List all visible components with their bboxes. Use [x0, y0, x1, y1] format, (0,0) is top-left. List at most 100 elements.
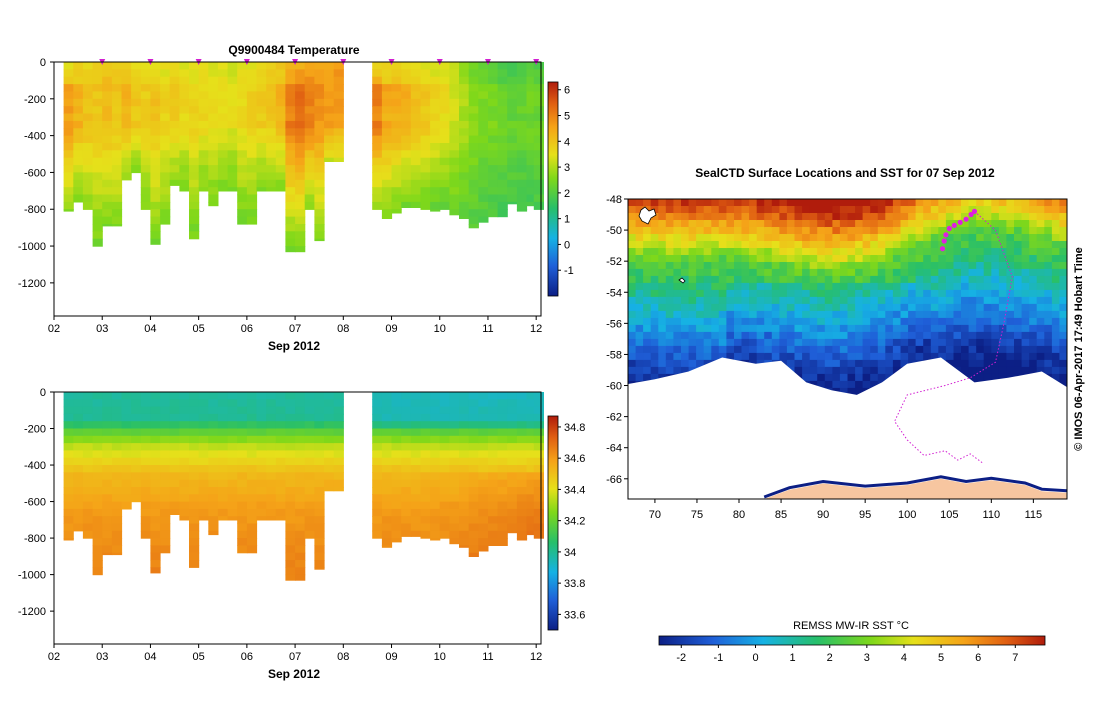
temperature-cell — [468, 209, 479, 218]
sst-cell — [877, 345, 886, 354]
sst-cell — [817, 268, 826, 277]
sst-cell — [923, 227, 932, 235]
temperature-cell — [179, 135, 190, 144]
salinity-cell — [304, 465, 315, 473]
salinity-cell — [82, 516, 94, 525]
salinity-cell — [131, 494, 142, 503]
sst-cell — [839, 352, 849, 361]
sst-cell — [786, 248, 796, 256]
sst-cell — [877, 289, 886, 298]
temperature-cell — [256, 113, 267, 122]
sst-cell — [968, 317, 977, 326]
temperature-cell — [150, 216, 161, 225]
sst-cell — [855, 380, 864, 389]
sst-cell — [681, 317, 690, 326]
temperature-cell — [217, 120, 229, 129]
seal-location-point — [971, 208, 978, 214]
temperature-cell — [208, 69, 219, 78]
sst-cell — [945, 275, 955, 284]
temperature-cell — [160, 135, 171, 144]
sst-cell — [976, 359, 985, 368]
temperature-cell — [401, 106, 412, 115]
salinity-cell — [381, 538, 393, 546]
temperature-cell — [410, 106, 421, 115]
sst-cell — [628, 234, 637, 242]
salinity-cell — [111, 435, 123, 444]
sst-cell — [930, 262, 939, 270]
sst-cell — [1044, 234, 1053, 242]
temperature-cell — [140, 201, 151, 210]
temperature-cell — [430, 157, 441, 166]
salinity-cell — [73, 406, 84, 415]
sst-cell — [923, 324, 932, 333]
sst-cell — [703, 206, 712, 214]
temperature-cell — [372, 62, 383, 70]
salinity-cell — [198, 501, 209, 510]
sst-cell — [681, 282, 690, 291]
temperature-cell — [295, 62, 306, 70]
salinity-cell — [131, 465, 142, 473]
sst-cell — [855, 227, 864, 235]
sst-cell — [885, 199, 894, 207]
temperature-cell — [459, 209, 470, 218]
temperature-cell — [275, 172, 286, 181]
sst-cell — [817, 248, 826, 256]
sst-cell — [794, 289, 803, 298]
salinity-cell — [131, 428, 142, 437]
salinity-cell — [468, 472, 479, 481]
sst-cell — [771, 310, 780, 319]
salinity-cell — [169, 501, 180, 510]
sst-cell — [877, 317, 886, 326]
temperature-cell — [73, 106, 84, 115]
temperature-cell — [285, 209, 296, 218]
sst-cell — [877, 282, 886, 291]
salinity-cell — [198, 472, 209, 481]
salinity-cell — [449, 508, 460, 517]
temperature-cell — [488, 179, 499, 188]
sst-cell — [847, 317, 856, 326]
temperature-cell — [246, 84, 258, 93]
salinity-cell — [121, 428, 132, 437]
temperature-cell — [391, 76, 402, 85]
salinity-cell — [439, 487, 450, 495]
temperature-cell — [237, 172, 248, 181]
temperature-cell — [304, 135, 315, 144]
temperature-cell — [73, 172, 84, 181]
salinity-cell — [63, 399, 74, 408]
salinity-cell — [507, 457, 518, 466]
sst-cell — [786, 310, 796, 319]
sst-cell — [1036, 289, 1045, 298]
temperature-cell — [217, 179, 229, 188]
sst-cell — [635, 303, 644, 312]
sst-cell — [817, 199, 826, 207]
salinity-cell — [208, 421, 219, 430]
sst-cell — [839, 331, 849, 340]
salinity-cell — [372, 530, 383, 539]
salinity-cell — [314, 450, 325, 459]
sst-cell — [681, 268, 690, 277]
salinity-cell — [140, 421, 151, 430]
sst-cell — [908, 310, 917, 319]
salinity-cell — [121, 472, 132, 481]
sst-cell — [696, 331, 705, 340]
temperature-cell — [533, 113, 544, 122]
salinity-cell — [237, 450, 248, 459]
sst-cell — [855, 345, 864, 354]
sst-cell — [786, 303, 796, 312]
temperature-cell — [333, 84, 344, 93]
temperature-cell — [179, 143, 190, 151]
temperature-cell — [208, 76, 219, 85]
salinity-cell — [121, 479, 132, 488]
sst-cell — [1006, 296, 1015, 305]
temperature-cell — [533, 84, 544, 93]
temperature-cell — [275, 69, 286, 78]
temperature-cell — [150, 224, 161, 232]
temperature-cell — [372, 201, 383, 210]
temperature-cell — [73, 187, 84, 196]
map-field — [628, 199, 1067, 499]
temperature-cell — [304, 165, 315, 174]
salinity-cell — [324, 479, 335, 488]
salinity-cell — [430, 399, 441, 408]
sst-cell — [832, 338, 841, 347]
salinity-cell — [410, 450, 421, 459]
